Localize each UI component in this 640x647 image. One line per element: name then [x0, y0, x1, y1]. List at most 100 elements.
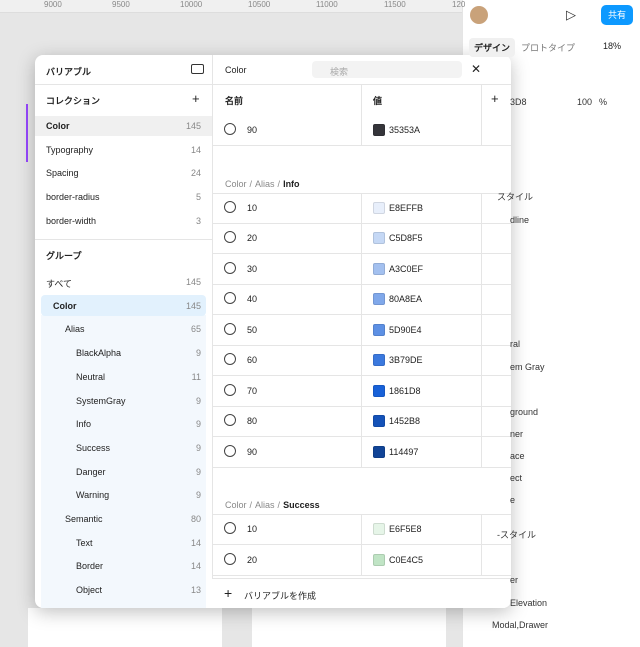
variable-row[interactable]: 90 114497	[213, 436, 511, 468]
column-line	[481, 85, 482, 115]
variable-icon	[224, 200, 236, 213]
group-count: 145	[185, 300, 201, 311]
group-item[interactable]: Object 13	[41, 579, 206, 600]
color-swatch	[373, 445, 385, 458]
group-item[interactable]: Success 9	[41, 437, 206, 458]
collection-item[interactable]: Typography 14	[35, 140, 212, 160]
variable-value: 3B79DE	[389, 355, 423, 365]
color-swatch	[373, 232, 385, 244]
zoom[interactable]: 18%	[603, 41, 622, 51]
collection-item[interactable]: border-radius 5	[35, 187, 212, 207]
group-item[interactable]: SystemGray 9	[41, 390, 206, 411]
variable-row[interactable]: 70 1861D8	[213, 375, 511, 407]
add-collection[interactable]: +	[192, 91, 200, 106]
collection-count: 14	[190, 144, 201, 155]
column-line	[361, 284, 362, 314]
color-swatch	[373, 124, 385, 136]
panel-text: e	[510, 495, 516, 505]
collection-count: 3	[195, 215, 201, 226]
column-line	[481, 406, 482, 436]
column-line	[361, 253, 362, 284]
group-item[interactable]: Alias 65	[41, 318, 206, 339]
panel-text: Elevation	[510, 598, 548, 608]
group-name: Text	[76, 537, 93, 548]
ruler-label: 11500	[384, 0, 406, 9]
collection-item[interactable]: border-width 3	[35, 211, 212, 231]
create-variable[interactable]: バリアブルを作成	[244, 591, 317, 601]
collection-name: Color	[46, 121, 70, 131]
separator: /	[277, 500, 281, 510]
variable-value: A3C0EF	[389, 263, 424, 274]
variable-row[interactable]: 10 E6F5E8	[213, 514, 511, 545]
avatar[interactable]	[470, 6, 488, 24]
variable-icon	[224, 123, 236, 135]
group-item[interactable]: Border 14	[41, 555, 206, 576]
column-line	[361, 115, 362, 145]
close-button[interactable]: ✕	[471, 62, 482, 76]
column-line	[361, 436, 362, 467]
panel-text: dline	[510, 215, 530, 225]
group-item[interactable]: BlackAlpha 9	[41, 342, 206, 363]
column-line	[481, 284, 482, 314]
variable-icon	[224, 414, 236, 426]
group-item[interactable]: Warning 9	[41, 484, 206, 505]
variable-row[interactable]: 50 5D90E4	[213, 314, 511, 346]
search-box[interactable]	[312, 61, 462, 78]
group-count: 9	[195, 395, 201, 406]
color-swatch	[373, 354, 385, 366]
group-name: Info	[76, 419, 92, 430]
variable-row[interactable]: 30 A3C0EF	[213, 253, 511, 285]
group-item[interactable]: Neutral 11	[41, 366, 206, 387]
collection-count: 145	[185, 121, 201, 131]
divider	[212, 55, 213, 608]
variable-icon	[224, 322, 236, 335]
ruler-label: 120	[452, 0, 466, 9]
tab[interactable]: プロトタイプ	[521, 43, 576, 53]
variable-row[interactable]: 60 3B79DE	[213, 345, 511, 376]
header-value: 値	[373, 96, 383, 106]
group-item[interactable]: Text 14	[41, 532, 206, 553]
group-item[interactable]: Danger 9	[41, 461, 206, 482]
panel-text: 3D8	[510, 97, 527, 107]
variable-icon	[224, 231, 236, 243]
variable-icon	[224, 522, 236, 534]
collection-item[interactable]: Color 145	[35, 116, 212, 136]
sidebar-title: バリアブル	[46, 67, 92, 77]
group-item[interactable]: Info 9	[41, 413, 206, 434]
variable-name: 30	[247, 263, 258, 274]
variable-row[interactable]: 80 1452B8	[213, 406, 511, 437]
column-line	[481, 345, 482, 375]
group-item[interactable]: Color 145	[41, 294, 206, 316]
add-column[interactable]: +	[491, 91, 499, 106]
variable-icon	[224, 261, 236, 274]
play-icon[interactable]: ▷	[566, 7, 576, 22]
variable-row[interactable]: 20 C0E4C5	[213, 544, 511, 576]
group-count: 9	[195, 348, 201, 359]
color-swatch	[373, 384, 385, 397]
group-count: 80	[190, 514, 201, 524]
group-name: すべて	[46, 279, 73, 289]
group-count: 14	[190, 561, 201, 572]
variable-value: 5D90E4	[389, 324, 422, 335]
section-title: グループ	[46, 251, 82, 261]
variable-value: 80A8EA	[389, 294, 423, 304]
color-swatch	[373, 415, 385, 427]
share-button[interactable]: 共有	[601, 5, 633, 25]
variable-row[interactable]: 90 35353A	[213, 115, 511, 146]
ruler	[0, 0, 462, 13]
variable-icon	[224, 552, 236, 565]
group-count: 9	[195, 490, 201, 501]
variable-row[interactable]: 40 80A8EA	[213, 284, 511, 315]
tab[interactable]: デザイン	[469, 38, 516, 57]
group-item[interactable]: Semantic 80	[41, 508, 206, 529]
panel-text: ral	[510, 339, 521, 349]
variable-row[interactable]: 20 C5D8F5	[213, 223, 511, 254]
add-icon[interactable]: +	[224, 585, 233, 601]
collection-item[interactable]: Spacing 24	[35, 163, 212, 183]
variable-row[interactable]: 10 E8EFFB	[213, 192, 511, 224]
variable-name: 20	[247, 233, 258, 243]
group-item[interactable]: すべて 145	[41, 271, 206, 292]
variable-name: 70	[247, 385, 258, 396]
variable-icon	[224, 353, 236, 365]
sidebar-toggle[interactable]	[191, 64, 204, 74]
